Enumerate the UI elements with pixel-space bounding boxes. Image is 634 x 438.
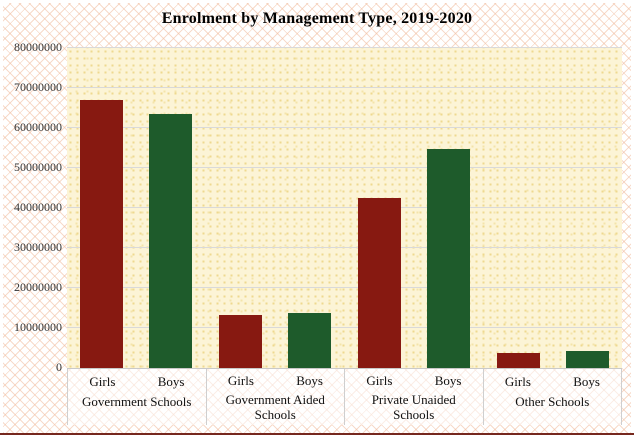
category-label: Other Schools [515, 394, 590, 409]
gridline [67, 207, 622, 208]
x-axis-group-cell: Girls Boys Government Aided Schools [207, 369, 345, 425]
bar-boys-4 [565, 350, 609, 368]
series-label-row: Girls Boys [345, 369, 483, 392]
gridline [67, 47, 622, 48]
gridline [67, 327, 622, 328]
gridline [67, 247, 622, 248]
series-label: Girls [504, 373, 531, 389]
series-label: Boys [296, 372, 323, 388]
series-label: Girls [366, 372, 393, 388]
category-label: Private Unaided Schools [371, 392, 456, 423]
x-axis-group-cell: Girls Boys Other Schools [484, 369, 622, 425]
series-label: Boys [573, 373, 600, 389]
y-axis-tick-label: 80000000 [14, 40, 62, 54]
bar-group [206, 48, 345, 368]
x-axis-group-cell: Girls Boys Private Unaided Schools [345, 369, 484, 425]
series-label-row: Girls Boys [68, 369, 206, 394]
series-label: Boys [434, 372, 462, 388]
bar-group [67, 48, 206, 368]
gridline [67, 287, 622, 288]
gridline [67, 87, 622, 88]
series-label: Boys [157, 373, 185, 389]
series-label: Girls [89, 373, 116, 389]
bar-girls-4 [496, 353, 540, 368]
series-label-row: Girls Boys [207, 369, 345, 392]
bar-group [345, 48, 484, 368]
y-axis-tick-label: 70000000 [14, 80, 62, 94]
y-axis-tick-label: 10000000 [14, 320, 62, 334]
x-axis-group-cell: Girls Boys Government Schools [67, 369, 207, 425]
y-axis-tick-label: 20000000 [14, 280, 62, 294]
y-axis-tick-label: 60000000 [14, 120, 62, 134]
bar-boys-3 [426, 148, 470, 368]
series-label: Girls [227, 372, 254, 388]
y-axis-tick-label: 40000000 [14, 200, 62, 214]
bar-boys-1 [149, 114, 193, 368]
bars-container [67, 48, 622, 368]
bottom-border [0, 433, 634, 435]
bar-girls-2 [219, 315, 263, 368]
x-axis-labels: Girls Boys Government Schools Girls Boys Gove… [67, 368, 622, 425]
plot-area [67, 47, 622, 369]
bar-girls-1 [80, 100, 124, 368]
y-axis-tick-label: 50000000 [14, 160, 62, 174]
chart-title: Enrolment by Management Type, 2019-2020 [161, 10, 473, 27]
bar-group [483, 48, 622, 368]
y-axis-tick-label: 0 [56, 360, 62, 374]
gridline [67, 167, 622, 168]
category-label: Government Aided Schools [225, 392, 325, 423]
y-axis-tick-label: 30000000 [14, 240, 62, 254]
bar-girls-3 [357, 198, 401, 368]
gridline [67, 127, 622, 128]
bar-boys-2 [288, 312, 332, 368]
category-label: Government Schools [82, 394, 192, 409]
series-label-row: Girls Boys [484, 369, 622, 394]
